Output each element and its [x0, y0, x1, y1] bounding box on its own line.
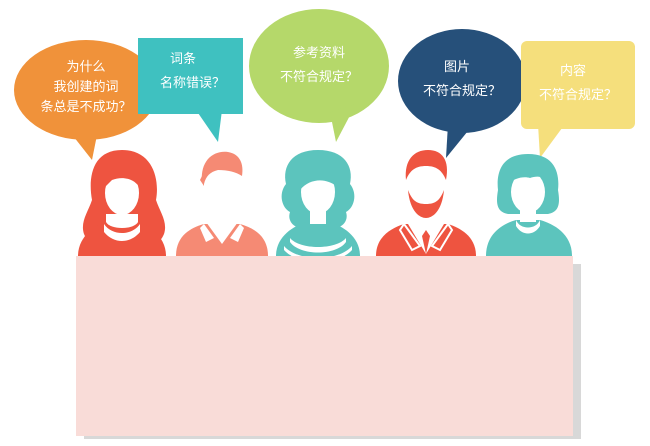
man-beard-suit-icon — [376, 150, 476, 256]
speech-bubble-green — [249, 9, 389, 142]
bubble-text-teal: 词条 名称错误？ — [150, 50, 240, 94]
bubble-line: 不符合规定？ — [538, 88, 617, 103]
woman-bob-hair-icon — [486, 154, 572, 256]
speech-bubble-orange — [14, 40, 158, 160]
bubble-line: 不符合规定？ — [279, 70, 358, 85]
bubble-line: 不符合规定？ — [422, 84, 501, 99]
bubble-line: 内容 — [559, 64, 586, 79]
bubble-line: 词条 — [170, 52, 197, 67]
bubble-line: 参考资料 — [292, 46, 345, 61]
bubble-line: 条总是不成功？ — [40, 100, 132, 115]
bubble-line: 图片 — [443, 60, 470, 75]
bubble-text-navy: 图片 不符合规定？ — [404, 58, 520, 102]
woman-curly-hair-icon — [276, 150, 360, 262]
speech-bubble-yellow — [521, 41, 635, 158]
speech-bubble-teal — [138, 38, 243, 142]
content-board — [76, 256, 573, 436]
woman-long-hair-icon — [78, 150, 166, 256]
bubble-text-yellow: 内容 不符合规定？ — [526, 62, 630, 106]
bubble-text-orange: 为什么 我创建的词 条总是不成功？ — [22, 58, 150, 118]
speech-bubble-navy — [398, 29, 526, 158]
bubble-line: 名称错误？ — [160, 76, 226, 91]
bubble-line: 为什么 — [66, 60, 106, 75]
bubble-text-green: 参考资料 不符合规定？ — [262, 44, 376, 88]
bubble-line: 我创建的词 — [53, 80, 119, 95]
man-quiff-icon — [176, 151, 268, 256]
